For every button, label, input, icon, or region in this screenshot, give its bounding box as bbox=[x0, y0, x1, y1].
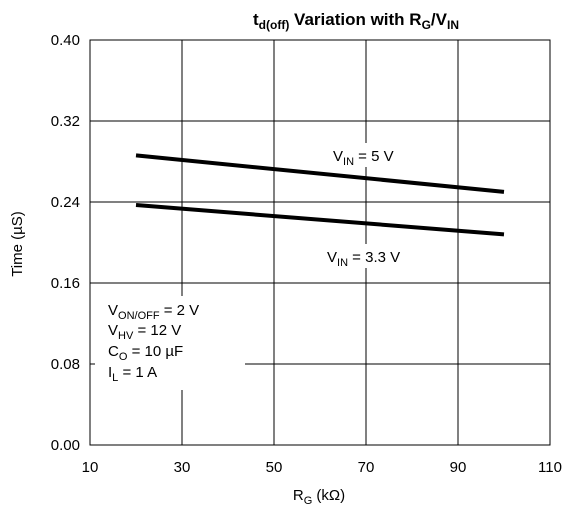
series-line-vin-3v3 bbox=[135, 203, 505, 237]
x-tick-label: 50 bbox=[266, 459, 283, 476]
annotation-5v-bg bbox=[328, 143, 430, 167]
y-tick-label: 0.40 bbox=[51, 32, 80, 49]
x-tick-label: 30 bbox=[174, 459, 191, 476]
annotation-vin-3v3: VIN = 3.3 V bbox=[327, 249, 400, 269]
title-tail: /V bbox=[431, 10, 448, 29]
x-tick-label: 90 bbox=[450, 459, 467, 476]
x-tick-label: 10 bbox=[82, 459, 99, 476]
condition-co: CO = 10 µF bbox=[108, 343, 183, 363]
series-line-vin-5v bbox=[135, 153, 505, 194]
x-axis-label: RG (kΩ) bbox=[293, 487, 345, 507]
conditions-box bbox=[95, 296, 245, 390]
title-sub-in: IN bbox=[447, 18, 459, 32]
title-sub-doff: d(off) bbox=[259, 18, 290, 32]
annotation-vin-5v: VIN = 5 V bbox=[333, 148, 394, 168]
plot-frame bbox=[89, 39, 551, 446]
condition-il: IL = 1 A bbox=[108, 364, 157, 384]
annotation-3v3-bg bbox=[322, 244, 434, 268]
y-tick-label: 0.16 bbox=[51, 275, 80, 292]
title-sub-g: G bbox=[422, 18, 431, 32]
tick-labels: 10 30 50 70 90 110 0.00 0.08 0.16 0.24 0.32 0.40 bbox=[51, 32, 562, 476]
y-tick-label: 0.00 bbox=[51, 437, 80, 454]
y-tick-label: 0.08 bbox=[51, 356, 80, 373]
chart-title: td(off) Variation with RG/VIN bbox=[253, 10, 459, 32]
x-tick-label: 110 bbox=[538, 459, 562, 476]
y-tick-label: 0.24 bbox=[51, 194, 80, 211]
title-t: t bbox=[253, 10, 259, 29]
title-middle: Variation with R bbox=[289, 10, 421, 29]
y-axis-label: Time (µS) bbox=[9, 211, 26, 277]
condition-von-off: VON/OFF = 2 V bbox=[108, 302, 199, 322]
series-lines bbox=[135, 153, 505, 237]
condition-vhv: VHV = 12 V bbox=[108, 322, 181, 342]
x-tick-label: 70 bbox=[358, 459, 375, 476]
y-tick-label: 0.32 bbox=[51, 113, 80, 130]
